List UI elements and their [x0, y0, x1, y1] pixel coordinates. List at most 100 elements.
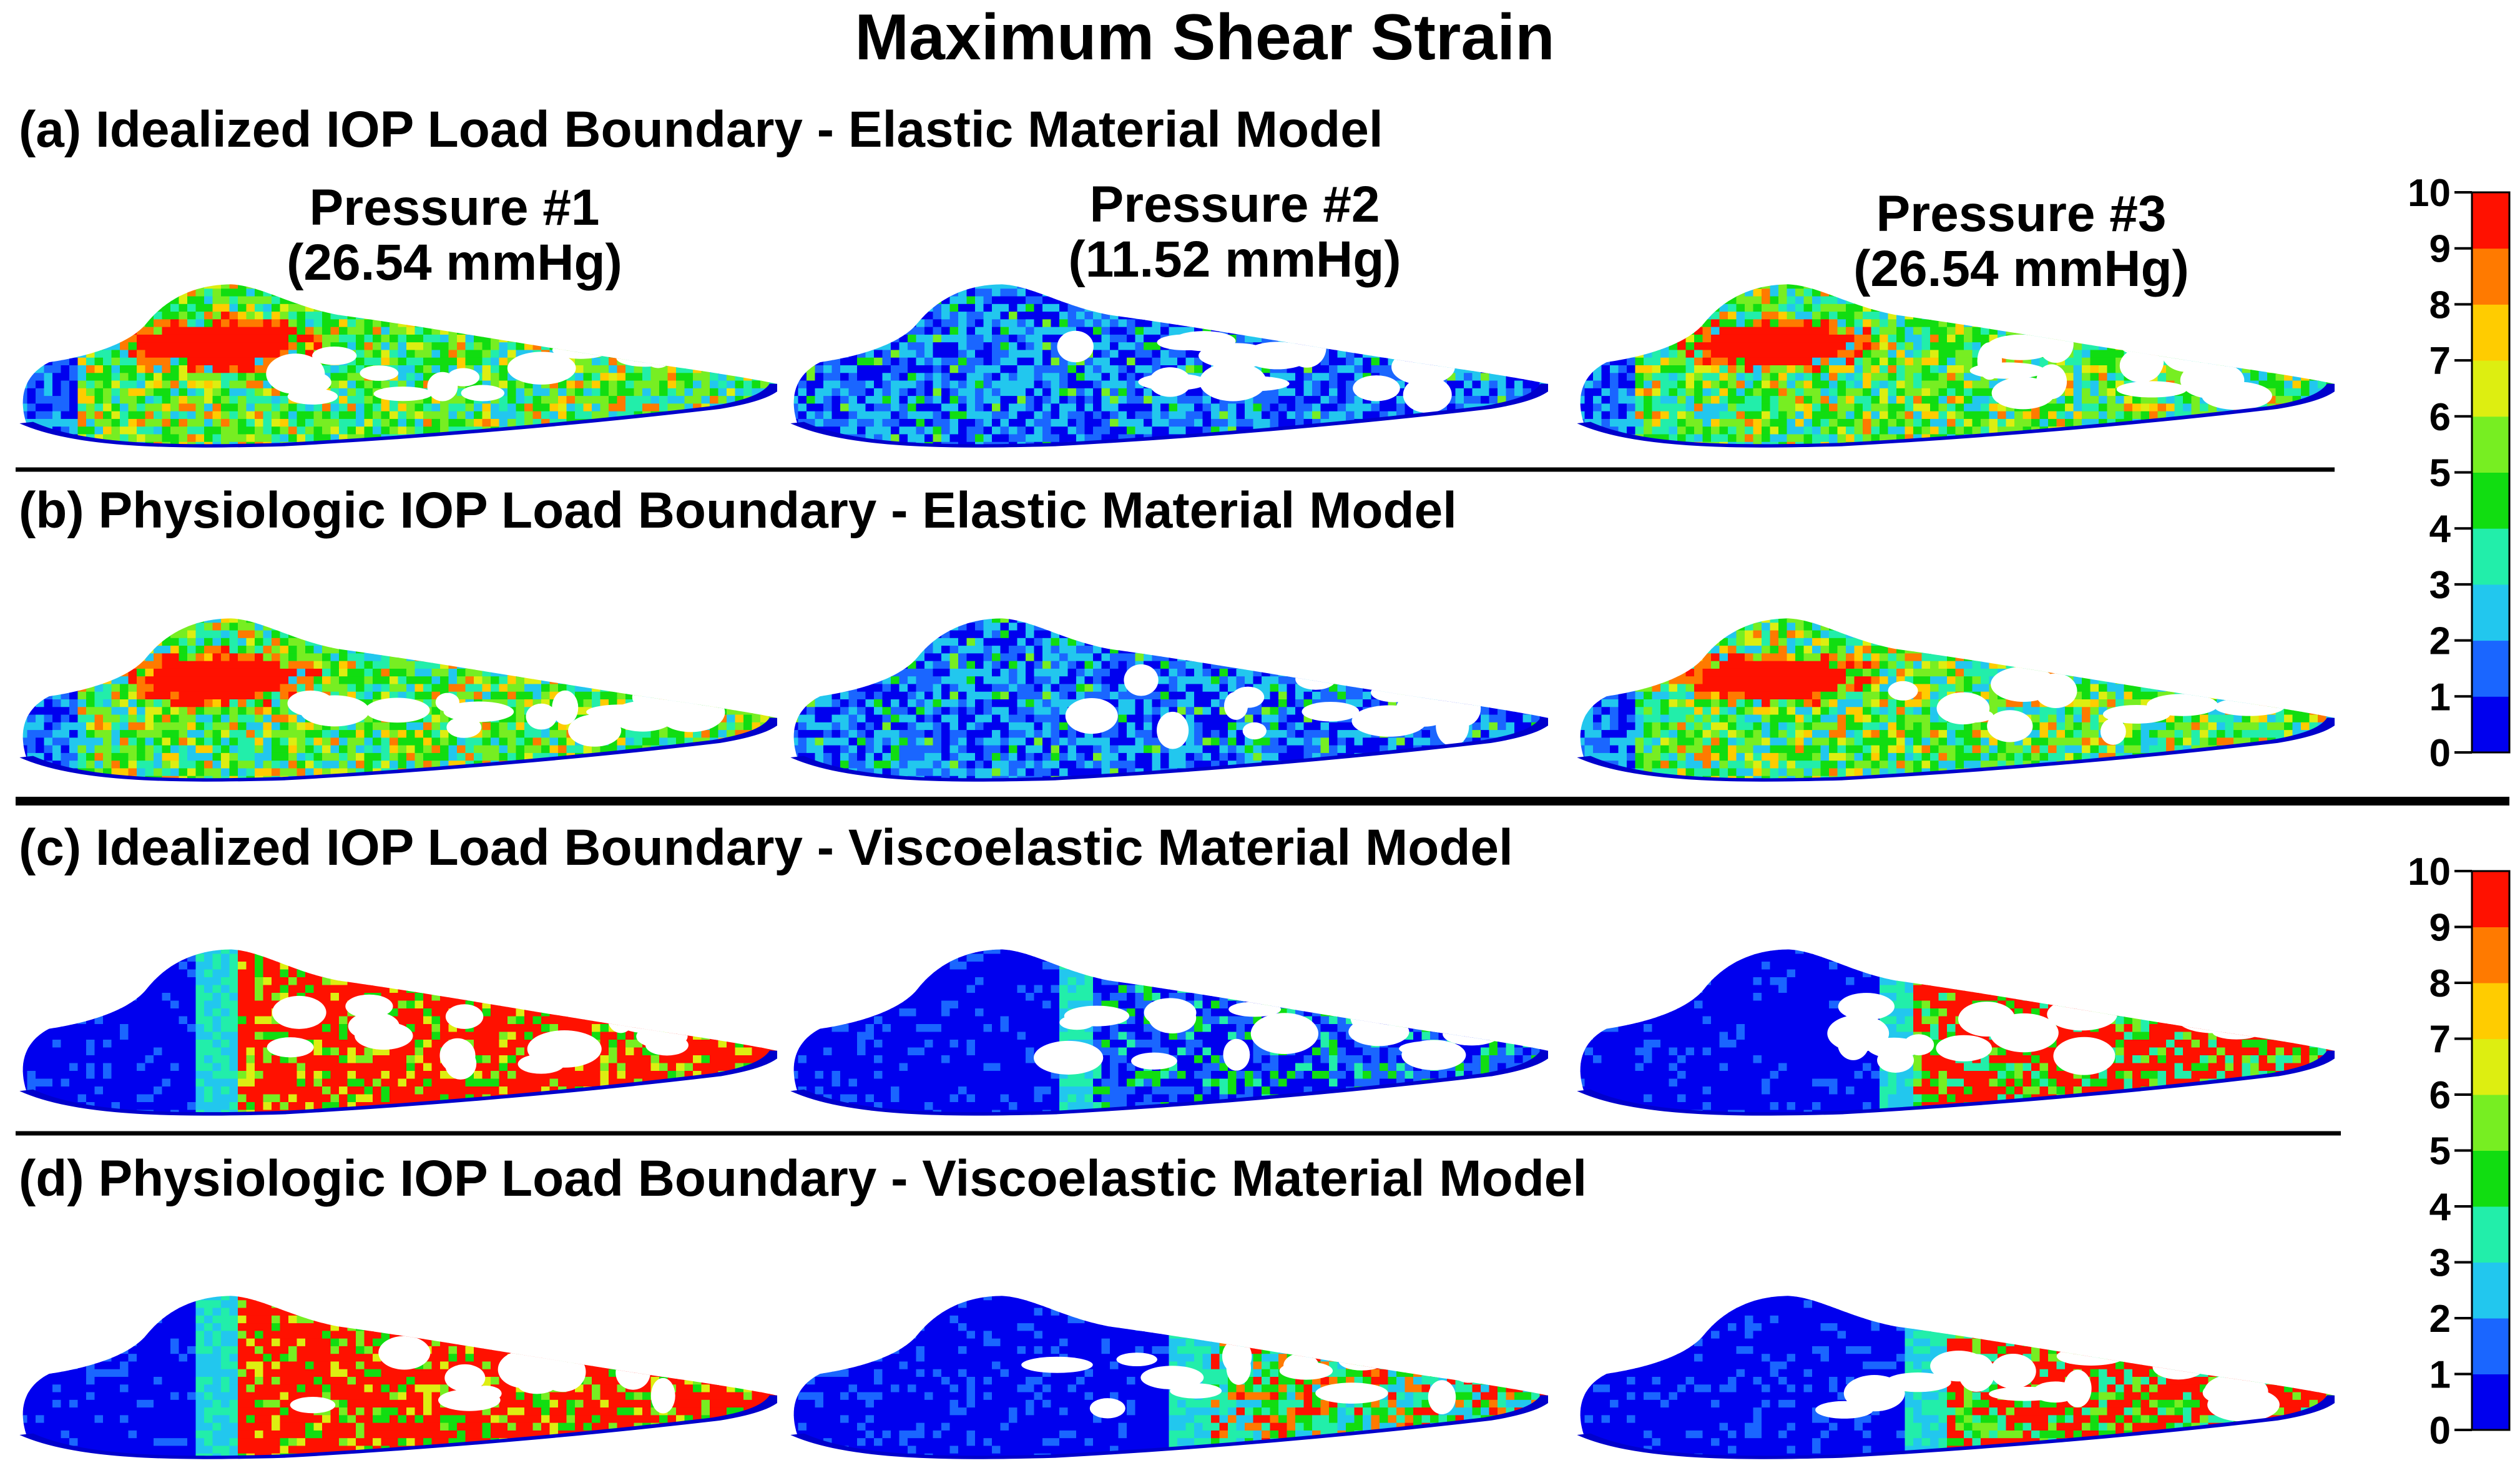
strain-cell	[322, 411, 332, 420]
strain-cell	[549, 411, 560, 420]
strain-cell	[119, 312, 130, 320]
strain-cell	[1438, 288, 1449, 297]
strain-cell	[574, 388, 585, 397]
strain-cell	[1539, 396, 1548, 405]
strain-cell	[246, 334, 257, 343]
strain-cell	[1421, 342, 1432, 351]
strain-cell	[1669, 365, 1679, 374]
strain-cell	[1938, 296, 1949, 305]
strain-cell	[991, 342, 1002, 351]
strain-cell	[1921, 334, 1932, 343]
strain-cell	[1421, 312, 1432, 320]
strain-cell	[865, 288, 876, 297]
strain-cell	[280, 426, 290, 435]
strain-cell	[297, 319, 307, 328]
strain-cell	[1711, 350, 1721, 358]
strain-cell	[1829, 388, 1839, 397]
strain-cell	[1846, 411, 1856, 420]
strain-cell	[1346, 373, 1356, 382]
strain-cell	[1000, 411, 1011, 420]
strain-cell	[815, 396, 825, 405]
strain-cell	[1160, 411, 1170, 420]
strain-cell	[1371, 334, 1381, 343]
strain-cell	[924, 296, 934, 305]
strain-cell	[1253, 303, 1263, 313]
strain-cell	[305, 319, 315, 328]
strain-cell	[1795, 396, 1805, 405]
strain-cell	[798, 334, 808, 343]
strain-cell	[949, 426, 960, 435]
strain-cell	[600, 319, 610, 328]
strain-cell	[1522, 418, 1533, 428]
strain-cell	[1143, 403, 1154, 412]
tissue-void	[1215, 376, 1290, 392]
strain-cell	[212, 418, 223, 428]
strain-cell	[263, 403, 273, 412]
strain-cell	[1947, 350, 1957, 358]
strain-cell	[136, 350, 147, 358]
strain-cell	[1253, 296, 1263, 305]
strain-cell	[1472, 296, 1483, 305]
strain-cell	[933, 365, 943, 374]
strain-cell	[1770, 357, 1780, 367]
strain-cell	[1820, 303, 1831, 313]
strain-cell	[924, 434, 934, 443]
strain-cell	[77, 327, 88, 335]
strain-cell	[1644, 365, 1654, 374]
strain-cell	[1405, 319, 1415, 328]
strain-cell	[600, 327, 610, 335]
strain-cell	[1337, 411, 1348, 420]
strain-cell	[1463, 441, 1474, 447]
strain-cell	[1278, 441, 1288, 447]
strain-cell	[1593, 396, 1603, 405]
strain-cell	[583, 342, 594, 351]
strain-cell	[220, 434, 231, 443]
strain-cell	[692, 342, 703, 351]
strain-cell	[933, 403, 943, 412]
strain-cell	[431, 441, 442, 447]
strain-cell	[111, 312, 122, 320]
strain-cell	[448, 411, 459, 420]
strain-cell	[667, 312, 678, 320]
strain-cell	[1694, 388, 1704, 397]
strain-cell	[271, 312, 282, 320]
strain-cell	[692, 284, 703, 290]
strain-cell	[1278, 434, 1288, 443]
strain-cell	[1481, 441, 1491, 447]
strain-cell	[891, 373, 901, 382]
strain-cell	[634, 403, 644, 412]
strain-cell	[1728, 434, 1738, 443]
strain-cell	[102, 388, 113, 397]
strain-cell	[61, 418, 71, 428]
strain-cell	[1702, 350, 1713, 358]
strain-cell	[583, 411, 594, 420]
strain-cell	[1694, 418, 1704, 428]
strain-cell	[1438, 350, 1449, 358]
strain-cell	[856, 296, 867, 305]
strain-cell	[465, 434, 476, 443]
strain-cell	[524, 296, 534, 305]
strain-cell	[650, 284, 661, 290]
strain-cell	[617, 396, 627, 405]
strain-cell	[1026, 342, 1036, 351]
strain-cell	[625, 327, 635, 335]
strain-cell	[983, 284, 994, 290]
strain-cell	[1930, 411, 1940, 420]
strain-cell	[1820, 434, 1831, 443]
strain-cell	[524, 312, 534, 320]
strain-cell	[823, 388, 833, 397]
strain-cell	[1660, 373, 1670, 382]
strain-cell	[726, 441, 737, 447]
strain-cell	[128, 411, 139, 420]
strain-cell	[1245, 434, 1255, 443]
strain-cell	[1311, 319, 1322, 328]
strain-cell	[1034, 327, 1044, 335]
strain-cell	[69, 334, 79, 343]
strain-cell	[1371, 426, 1381, 435]
strain-cell	[1652, 288, 1662, 297]
strain-cell	[170, 426, 180, 435]
strain-cell	[1694, 303, 1704, 313]
strain-cell	[840, 312, 850, 320]
strain-cell	[701, 357, 712, 367]
strain-cell	[77, 312, 88, 320]
